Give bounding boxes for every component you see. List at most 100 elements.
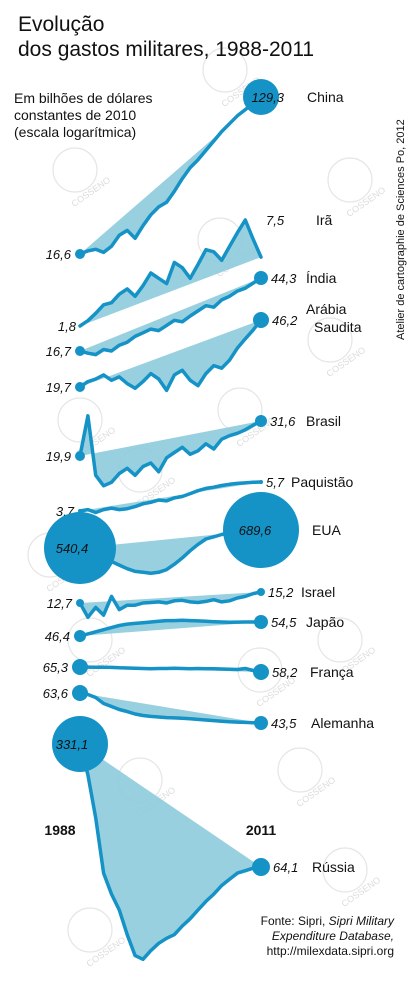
x-tick-label-end: 2011 (246, 822, 277, 838)
end-point-5 (255, 415, 267, 427)
end-point-1 (243, 79, 279, 115)
source-line-3: http://milexdata.sipri.org (266, 944, 394, 958)
series-line-9 (78, 618, 263, 638)
end-point-7 (223, 492, 299, 568)
end-point-12 (252, 858, 270, 876)
series-line-8 (78, 590, 263, 620)
end-point-11 (254, 716, 268, 730)
series-line-1 (78, 95, 263, 256)
start-point-9 (74, 630, 86, 642)
source-note: Fonte: Sipri, Sipri Military Expenditure… (261, 914, 394, 959)
series-3: 16,7 44,3 Índia (46, 270, 337, 359)
series-area-5 (80, 415, 261, 486)
start-value-label-9: 46,4 (45, 629, 70, 644)
chart-title: Evolução dos gastos militares, 1988-2011 (18, 12, 314, 62)
series-9: 46,4 54,5 Japão (45, 614, 345, 644)
series-area-6 (80, 482, 261, 513)
watermark-mark (67, 907, 113, 953)
end-value-label-4: 46,2 (272, 313, 298, 328)
series-10: 65,3 58,2 França (43, 659, 354, 680)
series-line-4 (78, 318, 263, 393)
end-value-label-8: 15,2 (268, 585, 294, 600)
end-value-label-7: 689,6 (239, 523, 272, 538)
subtitle-line-1: Em bilhões de dólares (14, 90, 153, 106)
watermark-mark (322, 847, 368, 893)
subtitle-line-3: (escala logarítmica) (14, 124, 137, 140)
series-line-6 (78, 480, 263, 515)
subtitle-line-2: constantes de 2010 (14, 107, 137, 123)
end-value-label-3: 44,3 (271, 271, 297, 286)
end-value-label-10: 58,2 (272, 665, 298, 680)
watermark-mark (57, 397, 103, 443)
series-5: 19,9 31,6 Brasil (46, 413, 341, 488)
series-name-label-3: Índia (306, 270, 337, 286)
watermark-mark (327, 157, 373, 203)
end-point-3 (254, 271, 268, 285)
series-line-5 (78, 414, 263, 488)
start-point-4 (75, 382, 85, 392)
series-line-10 (78, 665, 263, 674)
series-4: 19,7 46,2 Arábia Saudita (46, 301, 362, 395)
end-point-10 (253, 664, 269, 680)
end-value-label-12: 64,1 (273, 860, 298, 875)
end-point-4 (253, 312, 269, 328)
series-line-2 (78, 218, 263, 328)
series-name-label-2: Irã (316, 212, 333, 228)
source-prefix: Fonte: Sipri, (260, 914, 329, 928)
start-value-label-5: 19,9 (46, 449, 71, 464)
start-point-10 (72, 659, 88, 675)
series-name-label-4-b: Saudita (314, 319, 362, 335)
start-point-8 (76, 599, 84, 607)
series-area-9 (80, 620, 261, 636)
series-area-11 (80, 693, 261, 723)
end-point-6 (259, 480, 263, 484)
series-name-label-10: França (310, 664, 354, 680)
end-value-label-9: 54,5 (271, 615, 297, 630)
title-line-1: Evolução (18, 13, 105, 36)
series-area-12 (80, 744, 261, 960)
series-area-7 (80, 530, 261, 574)
end-value-label-1: 129,3 (251, 90, 284, 105)
start-point-1 (75, 249, 85, 259)
start-point-6 (78, 509, 82, 513)
source-italic: Sipri Military (328, 914, 394, 928)
series-area-8 (80, 592, 261, 618)
series-name-label-5: Brasil (306, 413, 341, 429)
series-area-3 (80, 278, 261, 355)
source-line-2: Expenditure Database, (271, 929, 394, 943)
watermark-mark (52, 147, 98, 193)
series-name-label-6: Paquistão (291, 474, 353, 490)
series-11: 63,6 43,5 Alemanha (43, 685, 374, 731)
watermark-mark (307, 317, 353, 363)
start-value-label-7: 540,4 (56, 541, 89, 556)
start-value-label-3: 16,7 (46, 344, 72, 359)
start-value-label-4: 19,7 (46, 380, 72, 395)
start-value-label-12: 331,1 (56, 737, 89, 752)
start-value-label-1: 16,6 (46, 247, 72, 262)
series-line-12 (78, 742, 263, 962)
end-point-9 (254, 615, 268, 629)
watermark-mark (67, 617, 113, 663)
watermark-mark (317, 617, 363, 663)
start-value-label-10: 65,3 (43, 660, 69, 675)
start-point-3 (75, 346, 85, 356)
series-6: 3,75,7 Paquistão (56, 474, 354, 519)
series-name-label-7: EUA (312, 522, 341, 538)
series-name-label-1: China (307, 89, 344, 105)
title-line-2: dos gastos militares, 1988-2011 (18, 38, 315, 61)
end-value-label-11: 43,5 (271, 716, 297, 731)
series-7: 540,4 689,6 EUA (44, 492, 341, 584)
chart-subtitle: Em bilhões de dólares constantes de 2010… (14, 90, 153, 141)
series-name-label-11: Alemanha (311, 715, 374, 731)
start-value-label-8: 12,7 (47, 596, 73, 611)
series-line-3 (78, 276, 263, 357)
series-name-label-8: Israel (301, 584, 335, 600)
series-12: 331,1 64,1 Rússia (52, 716, 355, 962)
series-name-label-4: Arábia (306, 301, 347, 317)
start-point-7 (44, 512, 116, 584)
series-8: 12,7 15,2 Israel (47, 584, 335, 620)
start-point-11 (72, 685, 88, 701)
end-point-8 (257, 588, 265, 596)
start-point-5 (75, 451, 85, 461)
